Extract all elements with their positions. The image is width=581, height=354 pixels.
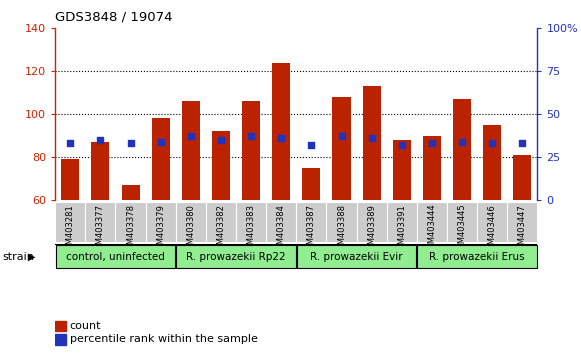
Bar <box>453 99 471 200</box>
Bar <box>302 168 321 200</box>
Point <box>457 139 467 144</box>
Point <box>427 141 436 146</box>
Text: GSM403389: GSM403389 <box>367 204 376 255</box>
Text: GSM403377: GSM403377 <box>96 204 105 255</box>
FancyBboxPatch shape <box>56 246 175 268</box>
FancyBboxPatch shape <box>266 202 296 242</box>
Text: R. prowazekii Rp22: R. prowazekii Rp22 <box>187 252 286 262</box>
Bar <box>212 131 230 200</box>
Point <box>156 139 166 144</box>
Point <box>337 134 346 139</box>
Point <box>397 142 407 148</box>
FancyBboxPatch shape <box>447 202 477 242</box>
Bar <box>363 86 381 200</box>
FancyBboxPatch shape <box>507 202 537 242</box>
Point <box>518 141 527 146</box>
FancyBboxPatch shape <box>297 246 416 268</box>
Bar <box>242 101 260 200</box>
FancyBboxPatch shape <box>176 202 206 242</box>
Text: GSM403378: GSM403378 <box>126 204 135 255</box>
Text: GDS3848 / 19074: GDS3848 / 19074 <box>55 11 173 24</box>
Text: percentile rank within the sample: percentile rank within the sample <box>70 334 257 344</box>
Point <box>96 137 105 143</box>
Text: count: count <box>70 321 101 331</box>
FancyBboxPatch shape <box>327 202 357 242</box>
FancyBboxPatch shape <box>236 202 266 242</box>
Text: GSM403388: GSM403388 <box>337 204 346 255</box>
Text: ▶: ▶ <box>28 252 35 262</box>
Text: GSM403446: GSM403446 <box>487 204 497 255</box>
FancyBboxPatch shape <box>477 202 507 242</box>
Bar <box>91 142 109 200</box>
FancyBboxPatch shape <box>357 202 387 242</box>
Bar <box>55 334 66 345</box>
FancyBboxPatch shape <box>146 202 176 242</box>
Text: GSM403383: GSM403383 <box>246 204 256 255</box>
Text: GSM403444: GSM403444 <box>428 204 436 255</box>
Text: GSM403379: GSM403379 <box>156 204 165 255</box>
Bar <box>332 97 350 200</box>
Bar <box>272 63 290 200</box>
Text: control, uninfected: control, uninfected <box>66 252 165 262</box>
Text: GSM403380: GSM403380 <box>187 204 195 255</box>
Text: GSM403281: GSM403281 <box>66 204 75 255</box>
Point <box>487 141 497 146</box>
Bar <box>182 101 200 200</box>
FancyBboxPatch shape <box>387 202 417 242</box>
FancyBboxPatch shape <box>296 202 327 242</box>
Text: R. prowazekii Evir: R. prowazekii Evir <box>310 252 403 262</box>
FancyBboxPatch shape <box>418 246 537 268</box>
Text: R. prowazekii Erus: R. prowazekii Erus <box>429 252 525 262</box>
Text: GSM403382: GSM403382 <box>217 204 225 255</box>
Point <box>277 135 286 141</box>
Bar <box>55 321 66 331</box>
Text: GSM403384: GSM403384 <box>277 204 286 255</box>
Bar <box>152 119 170 200</box>
FancyBboxPatch shape <box>206 202 236 242</box>
Bar <box>121 185 139 200</box>
FancyBboxPatch shape <box>116 202 146 242</box>
Text: GSM403447: GSM403447 <box>518 204 527 255</box>
Point <box>66 141 75 146</box>
Text: GSM403387: GSM403387 <box>307 204 316 255</box>
Bar <box>393 140 411 200</box>
Point <box>367 135 376 141</box>
Bar <box>423 136 441 200</box>
Point <box>216 137 225 143</box>
Point <box>246 134 256 139</box>
Bar <box>483 125 501 200</box>
FancyBboxPatch shape <box>55 202 85 242</box>
Text: GSM403445: GSM403445 <box>458 204 467 255</box>
Bar <box>61 159 80 200</box>
Text: strain: strain <box>3 252 35 262</box>
FancyBboxPatch shape <box>417 202 447 242</box>
Point <box>186 134 195 139</box>
Bar <box>514 155 532 200</box>
Point <box>126 141 135 146</box>
Point <box>307 142 316 148</box>
FancyBboxPatch shape <box>177 246 296 268</box>
FancyBboxPatch shape <box>85 202 116 242</box>
Text: GSM403391: GSM403391 <box>397 204 406 255</box>
